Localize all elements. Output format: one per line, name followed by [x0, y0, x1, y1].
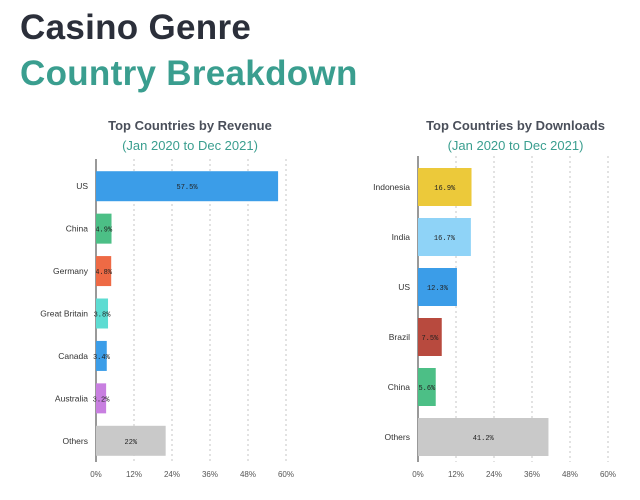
revenue-value-label: 3.4% [93, 354, 111, 362]
downloads-tick-label: 24% [486, 470, 502, 479]
downloads-category-label: US [398, 282, 410, 292]
revenue-bar [96, 213, 112, 244]
revenue-tick-label: 0% [90, 470, 102, 479]
revenue-value-label: 57.5% [177, 184, 199, 192]
revenue-tick-label: 12% [126, 470, 142, 479]
downloads-chart-subtitle: (Jan 2020 to Dec 2021) [447, 138, 584, 153]
revenue-category-label: US [76, 181, 88, 191]
downloads-bar [418, 218, 471, 256]
downloads-category-label: China [388, 382, 410, 392]
revenue-category-label: Great Britain [40, 309, 88, 319]
revenue-bar [96, 425, 166, 456]
downloads-value-label: 16.9% [434, 185, 456, 193]
revenue-value-label: 22% [125, 439, 138, 447]
revenue-chart-title: Top Countries by Revenue [108, 118, 272, 133]
revenue-category-label: China [66, 224, 88, 234]
revenue-bar [96, 256, 112, 287]
revenue-category-label: Australia [55, 393, 88, 403]
revenue-category-label: Canada [58, 351, 88, 361]
downloads-category-label: Brazil [389, 332, 410, 342]
page-title-line1: Casino Genre [20, 8, 252, 47]
revenue-bar [96, 340, 107, 371]
revenue-category-label: Germany [53, 266, 89, 276]
downloads-bar [418, 418, 549, 456]
downloads-value-label: 16.7% [434, 235, 456, 243]
revenue-value-label: 4.8% [95, 269, 113, 277]
downloads-value-label: 12.3% [427, 285, 449, 293]
revenue-bar [96, 383, 107, 414]
downloads-bar [418, 318, 442, 356]
revenue-tick-label: 48% [240, 470, 256, 479]
revenue-value-label: 3.2% [93, 396, 111, 404]
downloads-value-label: 5.6% [418, 385, 436, 393]
downloads-tick-label: 12% [448, 470, 464, 479]
downloads-chart: 0% 12% 24% 36% 48% 60% Indonesia 16.9% India 16.7… [373, 156, 616, 479]
downloads-bar [418, 168, 472, 206]
revenue-tick-label: 24% [164, 470, 180, 479]
downloads-bar [418, 268, 457, 306]
downloads-value-label: 41.2% [473, 435, 495, 443]
downloads-tick-label: 36% [524, 470, 540, 479]
revenue-category-label: Others [62, 436, 88, 446]
revenue-value-label: 4.9% [95, 227, 113, 235]
downloads-tick-label: 48% [562, 470, 578, 479]
revenue-bar [96, 298, 109, 329]
downloads-category-label: Others [384, 432, 410, 442]
downloads-bar [418, 368, 436, 406]
page-title-line2: Country Breakdown [20, 54, 358, 93]
revenue-chart: 0% 12% 24% 36% 48% 60% US 57.5% China 4.9% Germany… [40, 159, 294, 479]
revenue-value-label: 3.8% [94, 312, 112, 320]
downloads-value-label: 7.5% [421, 335, 439, 343]
revenue-bar [96, 171, 279, 202]
downloads-tick-label: 0% [412, 470, 424, 479]
revenue-tick-label: 60% [278, 470, 294, 479]
revenue-chart-subtitle: (Jan 2020 to Dec 2021) [122, 138, 258, 153]
downloads-chart-title: Top Countries by Downloads [426, 118, 605, 133]
downloads-category-label: India [392, 232, 411, 242]
revenue-tick-label: 36% [202, 470, 218, 479]
downloads-tick-label: 60% [600, 470, 616, 479]
downloads-category-label: Indonesia [373, 182, 410, 192]
